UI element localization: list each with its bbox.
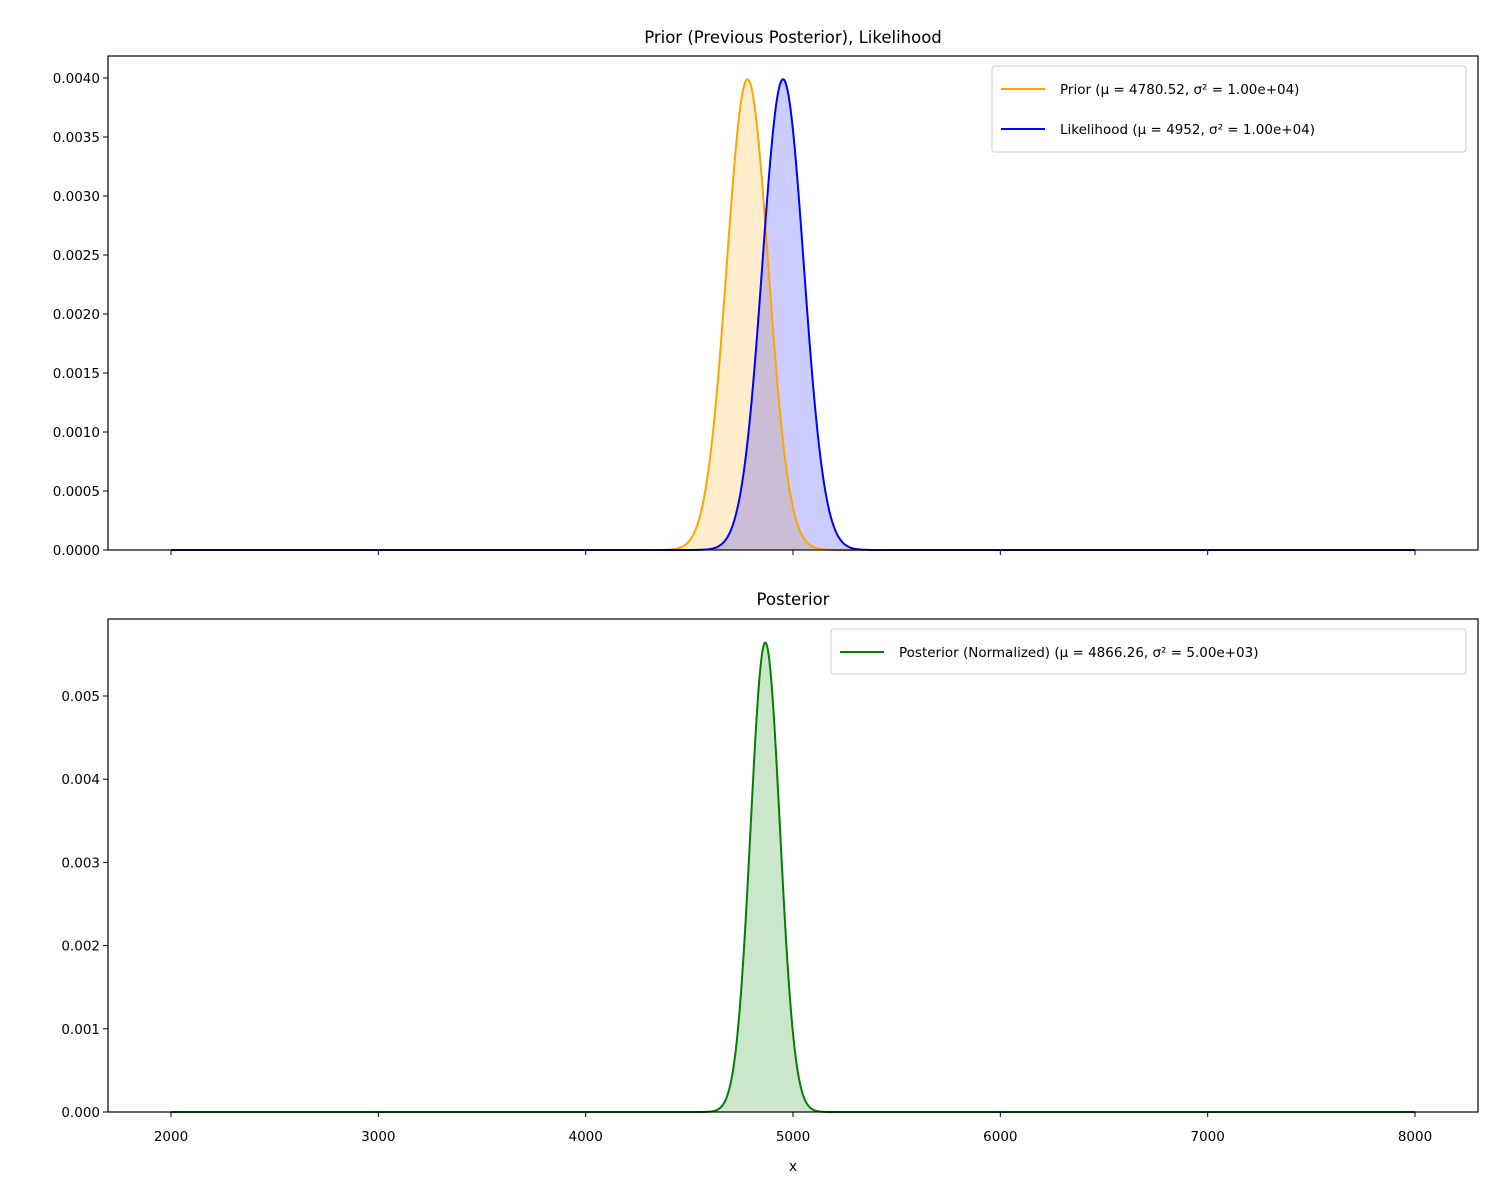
- legend-likelihood-label: Likelihood (μ = 4952, σ² = 1.00e+04): [1060, 122, 1315, 138]
- x-axis-label: x: [789, 1159, 797, 1175]
- top-y-axis-ticks: 0.0000 0.0005 0.0010 0.0015 0.0020 0.0025 0.00…: [53, 71, 108, 559]
- y-tick-label: 0.001: [61, 1022, 100, 1038]
- x-tick-label: 5000: [776, 1129, 810, 1145]
- series-line-posterior: [170, 641, 1416, 1113]
- bottom-chart-title: Posterior: [757, 590, 830, 609]
- y-tick-label: 0.0030: [53, 189, 100, 205]
- y-tick-label: 0.0035: [53, 130, 100, 146]
- x-tick-label: 4000: [568, 1129, 602, 1145]
- y-tick-label: 0.003: [61, 855, 100, 871]
- top-x-axis-ticks: [170, 550, 1416, 555]
- y-tick-label: 0.0015: [53, 366, 100, 382]
- y-tick-label: 0.0020: [53, 307, 100, 323]
- y-tick-label: 0.005: [61, 689, 100, 705]
- x-tick-label: 8000: [1398, 1129, 1432, 1145]
- bottom-axes: Posterior 0.000 0.001 0.002 0.003 0.004 0.005…: [61, 590, 1479, 1175]
- y-tick-label: 0.0005: [53, 484, 100, 500]
- x-tick-label: 7000: [1190, 1129, 1224, 1145]
- y-tick-label: 0.0010: [53, 425, 100, 441]
- series-fill-likelihood: [171, 79, 1415, 550]
- y-tick-label: 0.002: [61, 939, 100, 955]
- bottom-series-lines: [170, 641, 1416, 1113]
- top-axes: Prior (Previous Posterior), Likelihood 0…: [53, 28, 1479, 559]
- x-tick-label: 2000: [154, 1129, 188, 1145]
- top-legend: Prior (μ = 4780.52, σ² = 1.00e+04) Likel…: [991, 65, 1467, 153]
- x-tick-label: 6000: [983, 1129, 1017, 1145]
- top-chart-title: Prior (Previous Posterior), Likelihood: [644, 28, 942, 47]
- y-tick-label: 0.0000: [53, 543, 100, 559]
- y-tick-label: 0.004: [61, 772, 100, 788]
- y-tick-label: 0.0025: [53, 248, 100, 264]
- legend-posterior-label: Posterior (Normalized) (μ = 4866.26, σ² …: [899, 645, 1258, 661]
- bottom-y-axis-ticks: 0.000 0.001 0.002 0.003 0.004 0.005: [61, 689, 108, 1121]
- top-legend-frame: [991, 65, 1467, 153]
- bottom-legend: Posterior (Normalized) (μ = 4866.26, σ² …: [830, 628, 1467, 675]
- bottom-legend-frame: [830, 628, 1467, 675]
- y-tick-label: 0.000: [61, 1105, 100, 1121]
- x-tick-label: 3000: [361, 1129, 395, 1145]
- y-tick-label: 0.0040: [53, 71, 100, 87]
- top-series-fills: [171, 79, 1415, 550]
- legend-prior-label: Prior (μ = 4780.52, σ² = 1.00e+04): [1060, 82, 1299, 98]
- bottom-x-axis-ticks: 2000 3000 4000 5000 6000 7000 8000: [154, 1112, 1432, 1145]
